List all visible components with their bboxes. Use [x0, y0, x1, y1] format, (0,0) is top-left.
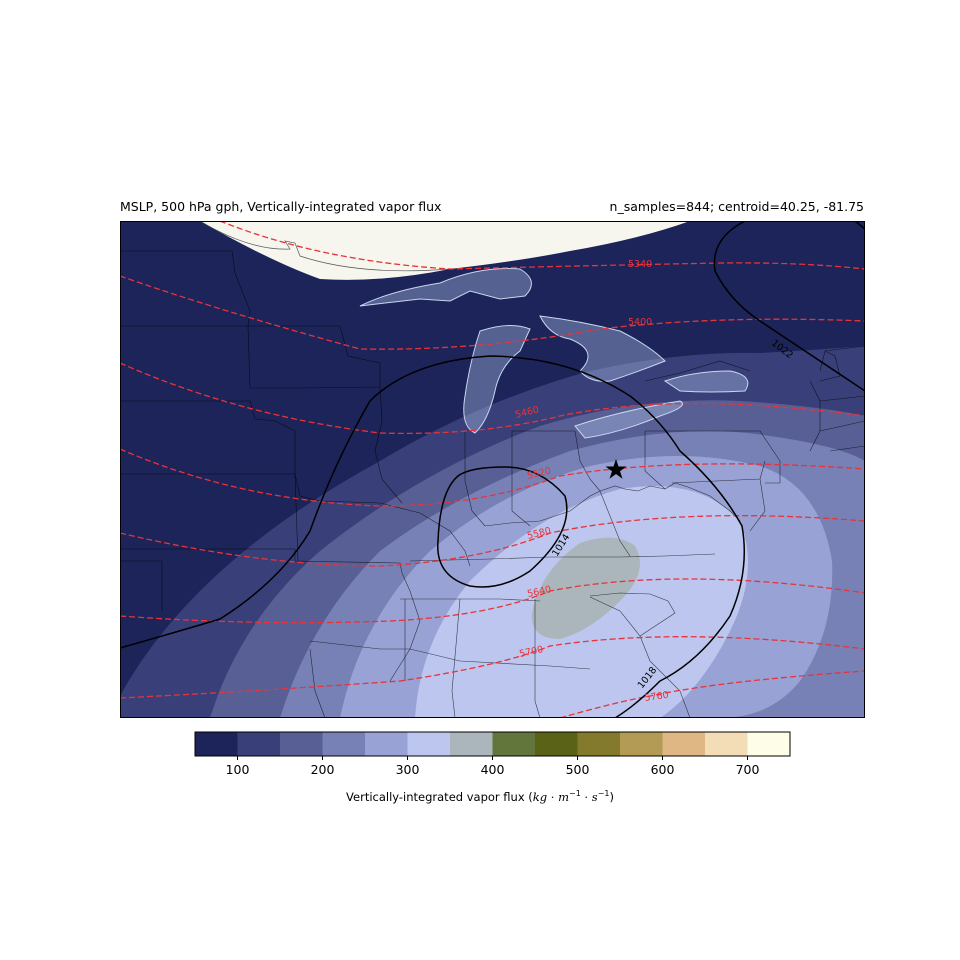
flux-band-350 [531, 537, 640, 639]
gph-line-5760 [559, 670, 865, 718]
colorbar-cell [407, 732, 451, 756]
colorbar-tick-label: 300 [396, 762, 420, 777]
mslp-line-1022b [854, 221, 865, 230]
gph-line-5340 [219, 221, 865, 270]
colorbar-cell [280, 732, 323, 756]
sample-info: n_samples=844; centroid=40.25, -81.75 [609, 199, 864, 214]
gph-label-5760: 5760 [644, 690, 669, 704]
colorbar-label: Vertically-integrated vapor flux (kg · m… [346, 789, 614, 804]
colorbar-tick-label: 700 [736, 762, 760, 777]
colorbar-cell [535, 732, 578, 756]
colorbar-tick-label: 100 [226, 762, 250, 777]
colorbar-cell [365, 732, 408, 756]
colorbar-tick-label: 500 [566, 762, 590, 777]
colorbar-cell [747, 732, 791, 756]
state-borders [120, 250, 865, 718]
colorbar-cell [322, 732, 366, 756]
colorbar-tick-label: 400 [481, 762, 505, 777]
colorbar-cells [194, 731, 791, 757]
lake-superior [359, 268, 532, 307]
weather-map: 5340 5400 5460 5520 5580 5640 5700 5760 … [120, 221, 865, 718]
star-icon [605, 459, 627, 479]
gph-line-5520 [120, 448, 865, 507]
mslp-line-1014 [437, 466, 568, 588]
gph-labels: 5340 5400 5460 5520 5580 5640 5700 5760 [514, 259, 669, 704]
colorbar-cell [577, 732, 621, 756]
gph-line-5700 [120, 636, 865, 699]
gph-label-5400: 5400 [628, 317, 652, 328]
lake-michigan [463, 325, 531, 434]
map-frame [120, 221, 865, 718]
colorbar-cell [620, 732, 663, 756]
colorbar-tick-label: 600 [651, 762, 675, 777]
mslp-contours [120, 221, 865, 718]
mslp-line-1022 [713, 221, 865, 392]
colorbar-tick-label: 200 [311, 762, 335, 777]
colorbar-cell [705, 732, 748, 756]
gph-line-5640 [120, 578, 865, 624]
gph-line-5580 [120, 515, 865, 567]
no-data-region [200, 221, 690, 280]
mslp-line-1018 [120, 355, 746, 718]
gph-label-5640: 5640 [526, 584, 552, 600]
colorbar-cell [237, 732, 281, 756]
lake-ontario [663, 370, 749, 393]
gph-line-5460 [120, 362, 865, 435]
colorbar-cell [662, 732, 706, 756]
gph-label-5340: 5340 [628, 259, 652, 270]
colorbar: 100 200 300 400 500 600 700 [194, 731, 791, 777]
great-lakes [359, 268, 749, 439]
lake-huron [539, 315, 666, 382]
colorbar-cell [492, 732, 536, 756]
gph-label-5700: 5700 [518, 644, 544, 660]
gph-contours [120, 221, 865, 718]
map-title: MSLP, 500 hPa gph, Vertically-integrated… [120, 199, 442, 214]
colorbar-cell [195, 732, 238, 756]
colorbar-ticks: 100 200 300 400 500 600 700 [226, 756, 760, 777]
lake-erie [574, 400, 683, 439]
coastline [199, 221, 451, 272]
colorbar-cell [450, 732, 493, 756]
gph-line-5400 [120, 275, 865, 350]
